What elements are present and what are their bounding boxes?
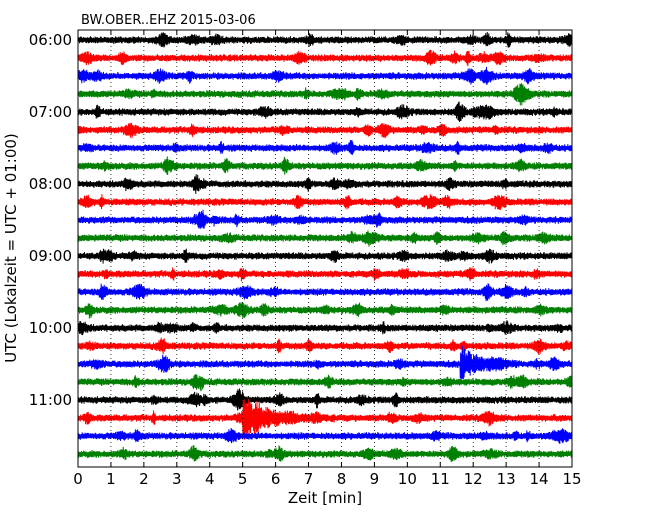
trace-0945-line [77,302,573,319]
y-tick-label-0: 06:00 [29,31,72,49]
x-tick-label-5: 5 [238,470,248,488]
x-tick-label-15: 15 [562,470,581,488]
trace-0830-line [77,209,573,229]
trace-1015-line [77,337,573,355]
trace-1030-line [77,345,573,381]
chart-title: BW.OBER..EHZ 2015-03-06 [81,13,256,28]
x-tick-label-0: 0 [73,470,83,488]
x-tick-label-14: 14 [530,470,549,488]
grid-group [110,30,540,467]
x-tick-label-12: 12 [464,470,483,488]
trace-1000-line [77,320,573,336]
traces-group [77,31,573,462]
y-tick-label-1: 07:00 [29,103,72,121]
x-tick-label-7: 7 [304,470,314,488]
trace-0915-line [77,267,573,282]
trace-0630-line [77,66,573,85]
trace-0800-line [77,174,573,194]
trace-1100-line [77,388,573,411]
x-tick-label-8: 8 [337,470,347,488]
x-axis-label: Zeit [min] [288,489,362,507]
trace-0615-line [77,49,573,67]
x-tick-label-11: 11 [431,470,450,488]
trace-1115-line [77,399,573,440]
x-tick-label-2: 2 [139,470,149,488]
x-tick-label-13: 13 [497,470,516,488]
x-tick-label-6: 6 [271,470,281,488]
x-tick-label-3: 3 [172,470,182,488]
trace-0745-line [77,156,573,175]
trace-0645-line [77,83,573,106]
x-axis: 0 1 2 3 4 5 6 7 8 9 10 11 12 13 14 15 [73,30,582,488]
trace-0930-line [77,283,573,302]
trace-0600-line [77,31,573,48]
trace-0730-line [77,139,573,155]
y-tick-label-4: 10:00 [29,319,72,337]
y-tick-label-3: 09:00 [29,247,72,265]
y-tick-label-2: 08:00 [29,175,72,193]
trace-1130-line [77,428,573,445]
trace-0900-line [77,248,573,264]
x-tick-label-10: 10 [398,470,417,488]
trace-1145-line [77,445,573,462]
x-tick-label-1: 1 [106,470,116,488]
y-tick-label-5: 11:00 [29,391,72,409]
x-tick-label-9: 9 [370,470,380,488]
trace-0715-line [77,122,573,139]
y-axis-label: UTC (Lokalzeit = UTC + 01:00) [2,133,20,363]
x-tick-label-4: 4 [205,470,215,488]
trace-1045-line [77,374,573,392]
trace-0845-line [77,230,573,247]
y-axis: 06:00 07:00 08:00 09:00 10:00 11:00 [29,31,572,409]
trace-0815-line [77,194,573,210]
trace-0700-line [77,101,573,122]
plot-frame [77,29,573,468]
